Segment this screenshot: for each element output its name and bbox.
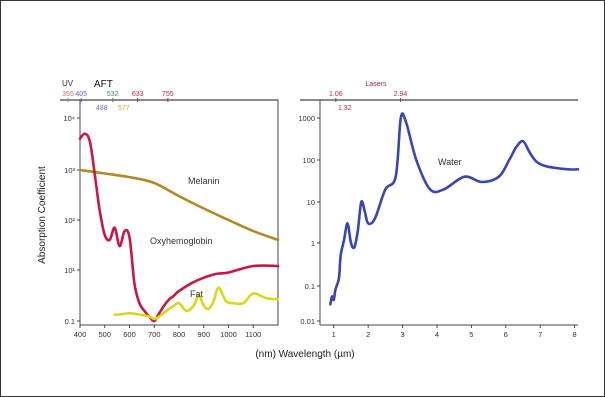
x-axis-label: (nm) Wavelength (µm) — [255, 349, 354, 360]
left-x-tick-label: 700 — [148, 330, 161, 339]
series-label-fat: Fat — [190, 289, 204, 299]
right-x-tick-label: 6 — [504, 330, 508, 339]
lasers-label: Lasers — [365, 81, 387, 88]
top-marker-577: 577 — [118, 105, 130, 112]
right-x-tick-label: 7 — [538, 330, 542, 339]
right-x-tick-label: 3 — [400, 330, 404, 339]
top-marker-755: 755 — [162, 91, 174, 98]
left-x-tick-label: 900 — [197, 330, 210, 339]
left-x-tick-label: 600 — [123, 330, 136, 339]
aft-label: AFT — [94, 79, 113, 90]
left-x-tick-label: 400 — [74, 330, 87, 339]
top-marker-355: 355 — [62, 91, 74, 98]
top-marker-1.32: 1.32 — [338, 105, 352, 112]
chart-marks: 400 500 600 700 800 900 1000 110010⁴10³10²10¹0.… — [62, 91, 580, 339]
top-marker-1.06: 1.06 — [329, 91, 343, 98]
y-axis-label: Absorption Coefficient — [37, 166, 48, 264]
left-y-tick-label: 10¹ — [64, 266, 75, 275]
series-line-water — [329, 112, 580, 306]
right-y-tick-label: 10 — [307, 198, 315, 207]
top-marker-2.94: 2.94 — [394, 91, 408, 98]
series-label-water: Water — [438, 157, 462, 167]
uv-label: UV — [62, 79, 74, 88]
top-marker-488: 488 — [96, 105, 108, 112]
series-label-oxyhemoglobin: Oxyhemoglobin — [150, 236, 213, 246]
right-x-tick-label: 1 — [332, 330, 336, 339]
right-x-tick-label: 8 — [572, 330, 576, 339]
left-y-tick-label: 10⁴ — [63, 114, 75, 123]
right-y-tick-label: 100 — [302, 156, 315, 165]
right-x-tick-label: 2 — [366, 330, 370, 339]
top-marker-633: 633 — [132, 91, 144, 98]
left-x-tick-label: 1000 — [220, 330, 237, 339]
right-y-tick-label: 0.1 — [305, 282, 315, 291]
right-y-tick-label: 0.01 — [300, 317, 315, 326]
series-line-melanin — [78, 168, 280, 242]
series-line-fat — [113, 286, 280, 321]
series-line-oxyhemoglobin — [78, 132, 280, 323]
left-y-tick-label: 0.1 — [65, 317, 75, 326]
series-label-melanin: Melanin — [188, 176, 220, 186]
left-x-tick-label: 500 — [98, 330, 111, 339]
right-y-tick-label: 1000 — [298, 114, 315, 123]
left-y-tick-label: 10³ — [64, 166, 75, 175]
left-x-tick-label: 800 — [173, 330, 186, 339]
top-marker-532: 532 — [107, 91, 119, 98]
right-y-tick-label: 1 — [311, 239, 315, 248]
right-x-tick-label: 4 — [435, 330, 439, 339]
left-y-tick-label: 10² — [64, 216, 75, 225]
right-x-tick-label: 5 — [469, 330, 473, 339]
top-marker-405: 405 — [75, 91, 87, 98]
left-x-tick-label: 1100 — [245, 330, 261, 339]
